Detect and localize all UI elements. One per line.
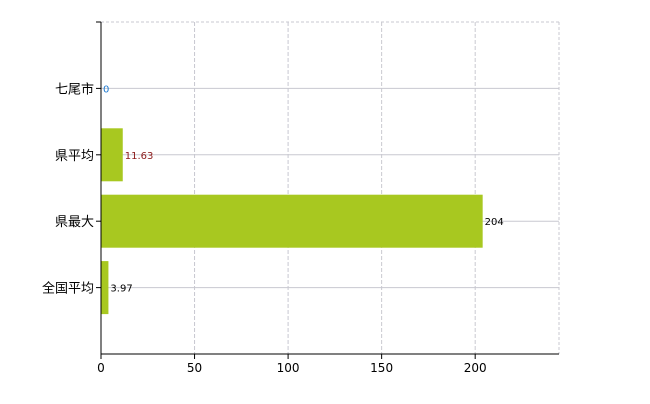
x-tick-label: 100 — [277, 361, 300, 375]
y-tick-label: 県最大 — [55, 215, 94, 230]
x-tick-label: 200 — [464, 361, 487, 375]
x-tick-label: 0 — [97, 361, 105, 375]
y-tick-label: 県平均 — [55, 149, 94, 164]
x-tick-label: 150 — [370, 361, 393, 375]
y-tick-label: 七尾市 — [55, 81, 94, 97]
data-label: 3.97 — [110, 284, 132, 295]
data-label: 204 — [485, 217, 504, 228]
bar — [101, 194, 483, 248]
bar — [101, 128, 123, 182]
y-tick-label: 全国平均 — [42, 281, 94, 297]
data-label: 0 — [103, 84, 109, 95]
x-tick-label: 50 — [187, 361, 202, 375]
data-label: 11.63 — [125, 151, 154, 162]
bar — [101, 261, 109, 315]
